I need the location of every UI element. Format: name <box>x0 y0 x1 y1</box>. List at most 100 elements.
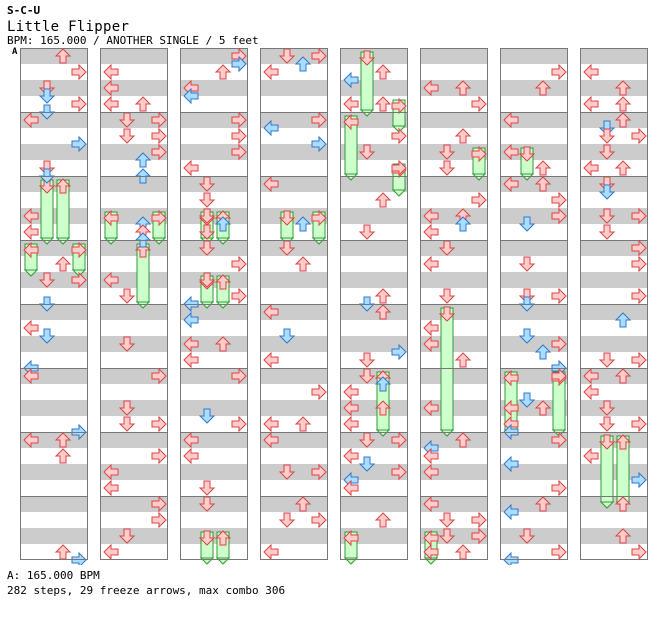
step-arrow-left <box>423 319 439 337</box>
step-arrow-down <box>198 208 216 224</box>
step-arrow-shape <box>103 63 119 81</box>
step-arrow-shape <box>598 434 616 450</box>
step-arrow-left <box>183 87 199 105</box>
step-arrow-down <box>438 512 456 528</box>
beat-stripe <box>260 336 328 352</box>
step-arrow-left <box>583 367 599 385</box>
step-arrow-shape <box>263 175 279 193</box>
step-arrow-shape <box>518 328 536 344</box>
step-arrow-up <box>214 336 232 352</box>
beat-stripe <box>180 432 248 448</box>
step-arrow-shape <box>423 223 439 241</box>
step-arrow-shape <box>503 369 519 387</box>
step-arrow-shape <box>103 209 119 227</box>
step-arrow-shape <box>358 50 376 66</box>
step-arrow-down <box>518 392 536 408</box>
step-arrow-shape <box>118 400 136 416</box>
step-arrow-left <box>423 399 439 417</box>
step-arrow-shape <box>343 529 359 547</box>
step-arrow-shape <box>391 463 407 481</box>
step-arrow-shape <box>214 274 232 290</box>
step-arrow-up <box>214 216 232 232</box>
step-arrow-shape <box>374 400 392 416</box>
step-arrow-down <box>278 210 296 226</box>
beat-stripe <box>20 176 88 192</box>
step-arrow-shape <box>551 191 567 209</box>
step-arrow-shape <box>198 408 216 424</box>
step-arrow-left <box>503 369 519 387</box>
beat-stripe <box>180 48 248 64</box>
step-arrow-shape <box>423 79 439 97</box>
step-arrow-down <box>198 530 216 546</box>
step-arrow-right <box>151 447 167 465</box>
step-arrow-left <box>23 241 39 259</box>
step-arrow-right <box>391 463 407 481</box>
step-arrow-up <box>374 400 392 416</box>
step-arrow-shape <box>311 463 327 481</box>
step-arrow-shape <box>231 287 247 305</box>
beat-stripe <box>500 240 568 256</box>
step-arrow-shape <box>103 479 119 497</box>
step-arrow-shape <box>583 383 599 401</box>
step-arrow-shape <box>614 368 632 384</box>
step-arrow-shape <box>151 415 167 433</box>
step-arrow-left <box>103 479 119 497</box>
step-arrow-shape <box>231 143 247 161</box>
step-arrow-left <box>423 79 439 97</box>
beat-stripe <box>260 144 328 160</box>
step-arrow-right <box>151 511 167 529</box>
step-arrow-down <box>518 146 536 162</box>
beat-stripe <box>20 144 88 160</box>
step-arrow-left <box>183 159 199 177</box>
step-arrow-shape <box>551 479 567 497</box>
step-arrow-shape <box>503 503 519 521</box>
step-arrow-shape <box>598 224 616 240</box>
step-arrow-down <box>358 352 376 368</box>
beat-stripe <box>420 208 488 224</box>
beat-stripe <box>260 112 328 128</box>
step-arrow-shape <box>311 47 327 65</box>
step-arrow-shape <box>198 192 216 208</box>
step-arrow-shape <box>343 113 359 131</box>
step-arrow-down <box>518 328 536 344</box>
step-arrow-right <box>471 145 487 163</box>
step-arrow-shape <box>454 352 472 368</box>
step-arrow-shape <box>54 432 72 448</box>
step-arrow-right <box>631 255 647 273</box>
beat-stripe <box>340 48 408 64</box>
step-arrow-right <box>71 271 87 289</box>
step-arrow-right <box>631 127 647 145</box>
step-arrow-shape <box>54 178 72 194</box>
step-arrow-up <box>374 288 392 304</box>
step-arrow-shape <box>71 95 87 113</box>
step-arrow-up <box>294 496 312 512</box>
step-arrow-shape <box>614 528 632 544</box>
step-arrow-shape <box>631 207 647 225</box>
beat-stripe <box>500 48 568 64</box>
step-arrow-down <box>358 224 376 240</box>
beat-stripe <box>420 464 488 480</box>
beat-stripe <box>20 496 88 512</box>
step-arrow-shape <box>311 383 327 401</box>
step-arrow-up <box>374 64 392 80</box>
step-arrow-shape <box>23 111 39 129</box>
step-arrow-shape <box>151 511 167 529</box>
step-arrow-shape <box>471 527 487 545</box>
step-arrow-right <box>551 191 567 209</box>
step-arrow-right <box>551 207 567 225</box>
step-arrow-down <box>598 128 616 144</box>
step-arrow-left <box>583 447 599 465</box>
beat-stripe <box>500 176 568 192</box>
beat-stripe <box>260 80 328 96</box>
step-arrow-left <box>503 175 519 193</box>
step-arrow-shape <box>423 255 439 273</box>
step-arrow-shape <box>374 192 392 208</box>
step-arrow-shape <box>374 288 392 304</box>
step-arrow-up <box>54 48 72 64</box>
step-arrow-shape <box>471 95 487 113</box>
step-arrow-down <box>438 288 456 304</box>
step-arrow-shape <box>198 208 216 224</box>
step-arrow-left <box>103 271 119 289</box>
step-chart <box>20 47 648 565</box>
step-arrow-up <box>54 448 72 464</box>
